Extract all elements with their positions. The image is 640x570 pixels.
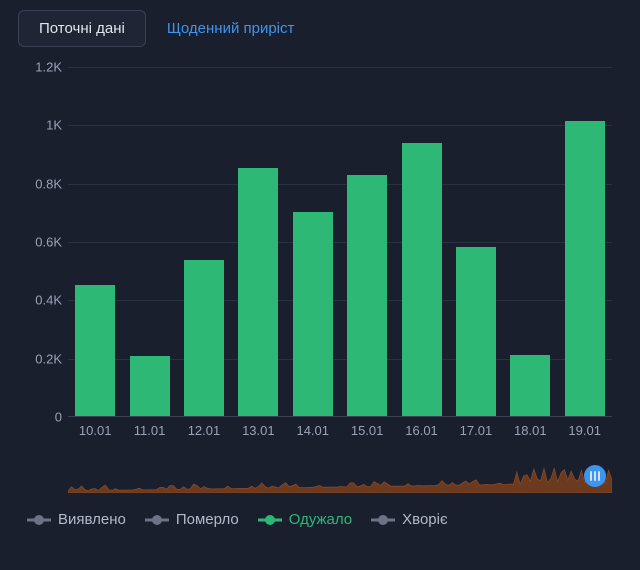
x-tick: 10.01 [75, 423, 115, 447]
x-tick: 19.01 [565, 423, 605, 447]
legend-label: Виявлено [58, 511, 126, 528]
legend-marker-icon [26, 514, 52, 526]
tabs: Поточні дані Щоденний приріст [18, 10, 622, 47]
legend-label: Хворіє [402, 511, 447, 528]
x-tick: 18.01 [510, 423, 550, 447]
brush-area-chart [68, 459, 612, 493]
range-brush[interactable] [68, 459, 612, 493]
y-tick: 0.2K [35, 351, 62, 366]
y-tick: 0.8K [35, 176, 62, 191]
brush-handle[interactable] [584, 465, 606, 487]
bar[interactable] [130, 356, 170, 416]
x-tick: 15.01 [347, 423, 387, 447]
legend-item[interactable]: Хворіє [370, 511, 447, 528]
x-tick: 16.01 [402, 423, 442, 447]
legend: Виявлено Померло Одужало Хворіє [26, 511, 614, 528]
y-tick: 1.2K [35, 60, 62, 75]
bar[interactable] [456, 247, 496, 416]
bar[interactable] [293, 212, 333, 416]
legend-label: Померло [176, 511, 239, 528]
legend-item[interactable]: Померло [144, 511, 239, 528]
tab-current-data[interactable]: Поточні дані [18, 10, 146, 47]
x-tick: 13.01 [238, 423, 278, 447]
legend-marker-icon [144, 514, 170, 526]
x-tick: 14.01 [293, 423, 333, 447]
legend-item[interactable]: Виявлено [26, 511, 126, 528]
y-axis: 00.2K0.4K0.6K0.8K1K1.2K [28, 67, 68, 417]
tab-daily-increase[interactable]: Щоденний приріст [146, 10, 316, 47]
chart-plot [68, 67, 612, 417]
bar-chart: 00.2K0.4K0.6K0.8K1K1.2K 10.0111.0112.011… [28, 67, 612, 447]
x-axis: 10.01 11.01 12.01 13.01 14.01 15.01 16.01 17.01… [68, 423, 612, 447]
bar[interactable] [238, 168, 278, 416]
y-tick: 1K [46, 118, 62, 133]
legend-marker-icon [257, 514, 283, 526]
y-tick: 0.4K [35, 293, 62, 308]
bar[interactable] [347, 175, 387, 416]
bar[interactable] [565, 121, 605, 416]
legend-marker-icon [370, 514, 396, 526]
bar[interactable] [75, 285, 115, 416]
y-tick: 0.6K [35, 235, 62, 250]
x-tick: 12.01 [184, 423, 224, 447]
legend-item[interactable]: Одужало [257, 511, 352, 528]
bar[interactable] [184, 260, 224, 416]
x-tick: 17.01 [456, 423, 496, 447]
bar[interactable] [402, 143, 442, 416]
y-tick: 0 [55, 410, 62, 425]
legend-label: Одужало [289, 511, 352, 528]
bar[interactable] [510, 355, 550, 416]
x-tick: 11.01 [130, 423, 170, 447]
